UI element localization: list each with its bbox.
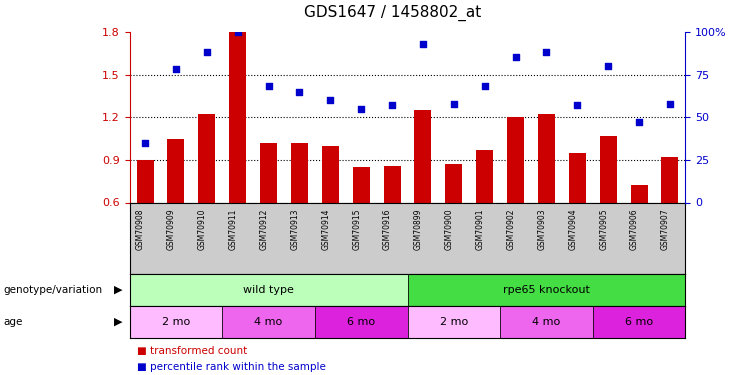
Bar	[291, 143, 308, 202]
Text: 2 mo: 2 mo	[162, 316, 190, 327]
Bar	[130, 274, 408, 306]
Bar	[500, 306, 593, 338]
Point	[479, 84, 491, 90]
Bar	[384, 165, 401, 202]
Text: GSM70909: GSM70909	[167, 208, 176, 250]
Text: age: age	[4, 316, 23, 327]
Bar	[569, 153, 586, 203]
Bar	[593, 306, 685, 338]
Text: 4 mo: 4 mo	[254, 316, 283, 327]
Text: ■ transformed count: ■ transformed count	[137, 346, 247, 355]
Bar	[538, 114, 555, 202]
Bar	[445, 164, 462, 202]
Bar	[222, 306, 315, 338]
Bar	[662, 157, 679, 203]
Bar	[353, 167, 370, 202]
Text: GSM70907: GSM70907	[661, 208, 670, 250]
Point	[139, 140, 151, 146]
Text: 6 mo: 6 mo	[348, 316, 375, 327]
Bar	[130, 306, 222, 338]
Text: GSM70914: GSM70914	[322, 208, 330, 250]
Point	[664, 100, 676, 106]
Text: wild type: wild type	[243, 285, 294, 295]
Bar	[167, 138, 185, 202]
Point	[356, 106, 368, 112]
Text: GSM70906: GSM70906	[630, 208, 639, 250]
Text: GSM70904: GSM70904	[568, 208, 577, 250]
Point	[541, 50, 553, 55]
Text: ▶: ▶	[114, 285, 122, 295]
Bar	[599, 136, 617, 202]
Bar	[322, 146, 339, 202]
Text: GSM70899: GSM70899	[414, 208, 423, 250]
Bar	[631, 186, 648, 202]
Text: GSM70900: GSM70900	[445, 208, 453, 250]
Text: GSM70901: GSM70901	[476, 208, 485, 250]
Point	[386, 102, 398, 108]
Point	[170, 66, 182, 72]
Bar	[408, 306, 500, 338]
Text: GSM70902: GSM70902	[507, 208, 516, 250]
Point	[417, 41, 429, 47]
Bar	[199, 114, 216, 202]
Bar	[414, 110, 431, 202]
Text: GDS1647 / 1458802_at: GDS1647 / 1458802_at	[304, 4, 482, 21]
Text: 2 mo: 2 mo	[439, 316, 468, 327]
Text: ■ percentile rank within the sample: ■ percentile rank within the sample	[137, 363, 326, 372]
Point	[571, 102, 583, 108]
Text: GSM70912: GSM70912	[259, 208, 268, 250]
Bar	[260, 143, 277, 202]
Text: GSM70910: GSM70910	[198, 208, 207, 250]
Point	[325, 97, 336, 103]
Text: GSM70911: GSM70911	[229, 208, 238, 250]
Point	[510, 54, 522, 60]
Point	[448, 100, 459, 106]
Bar	[229, 32, 246, 202]
Bar	[476, 150, 494, 202]
Text: GSM70905: GSM70905	[599, 208, 608, 250]
Bar	[136, 160, 153, 202]
Text: genotype/variation: genotype/variation	[4, 285, 103, 295]
Bar	[315, 306, 408, 338]
Text: GSM70908: GSM70908	[136, 208, 145, 250]
Text: 6 mo: 6 mo	[625, 316, 653, 327]
Point	[262, 84, 274, 90]
Point	[232, 29, 244, 35]
Text: GSM70913: GSM70913	[290, 208, 299, 250]
Text: GSM70916: GSM70916	[383, 208, 392, 250]
Bar	[408, 274, 685, 306]
Text: 4 mo: 4 mo	[532, 316, 561, 327]
Point	[633, 119, 645, 125]
Bar	[507, 117, 524, 202]
Point	[602, 63, 614, 69]
Text: GSM70915: GSM70915	[352, 208, 362, 250]
Point	[293, 88, 305, 94]
Text: ▶: ▶	[114, 316, 122, 327]
Text: GSM70903: GSM70903	[537, 208, 547, 250]
Point	[201, 50, 213, 55]
Text: rpe65 knockout: rpe65 knockout	[503, 285, 590, 295]
